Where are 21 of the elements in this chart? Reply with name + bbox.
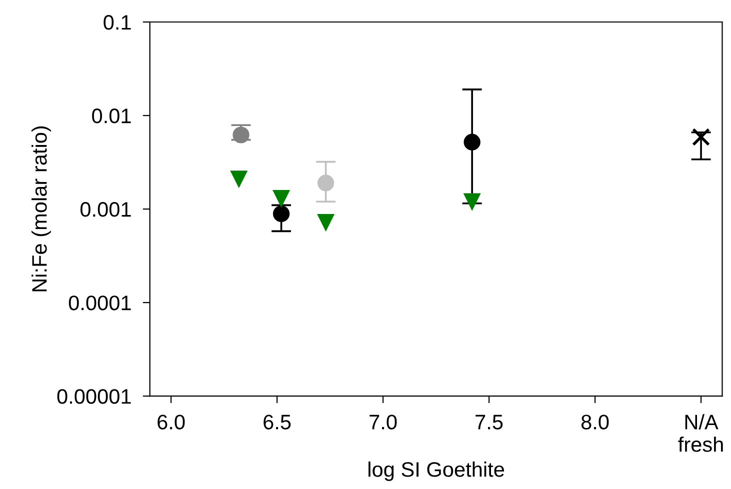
point xyxy=(317,174,334,192)
point xyxy=(464,134,480,150)
point xyxy=(464,193,480,210)
x-tick-label: 7.0 xyxy=(370,414,397,430)
x-tick-label: 8.0 xyxy=(581,414,609,430)
y-tick-label: 0.001 xyxy=(80,202,131,217)
x-tick-label: 6.5 xyxy=(264,414,291,430)
point xyxy=(317,214,334,231)
y-tick-label: 0.0001 xyxy=(68,296,131,310)
x-tick-label: 7.5 xyxy=(476,414,503,430)
point xyxy=(692,128,710,146)
point xyxy=(272,190,290,207)
point xyxy=(272,205,290,222)
y-tick-label: 0.01 xyxy=(92,108,131,124)
x-tick-label: 6.0 xyxy=(158,414,185,430)
y-tick-label: 0.1 xyxy=(104,15,131,30)
point xyxy=(230,170,248,188)
y-tick-label: 0.00001 xyxy=(57,389,131,404)
y-axis-title: Ni:Fe (molar ratio) xyxy=(32,126,51,292)
x-tick-label: N/A fresh xyxy=(678,414,723,452)
x-axis-title: log SI Goethite xyxy=(368,462,504,481)
